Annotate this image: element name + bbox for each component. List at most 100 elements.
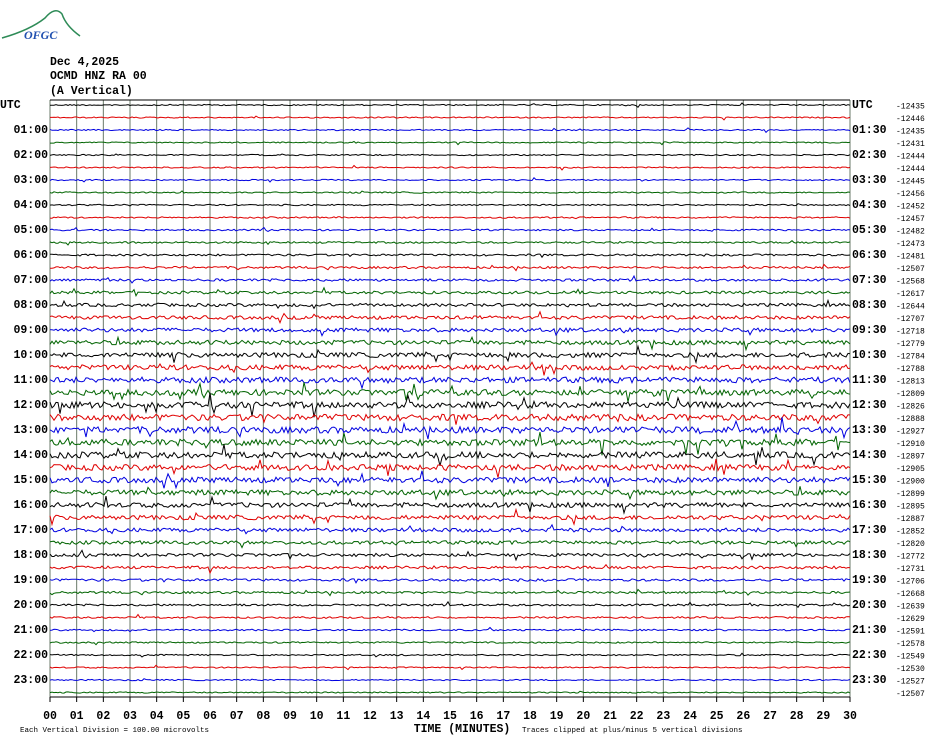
trace bbox=[49, 417, 851, 440]
trace bbox=[49, 127, 851, 134]
trace bbox=[49, 431, 851, 456]
component: (A Vertical) bbox=[50, 85, 133, 98]
trace bbox=[49, 678, 851, 682]
left-time-label: 16:00 bbox=[13, 499, 48, 512]
trace-offset: -12527 bbox=[896, 678, 925, 687]
trace bbox=[49, 164, 851, 171]
trace bbox=[49, 690, 851, 694]
trace bbox=[49, 177, 851, 183]
trace-offset: -12444 bbox=[896, 153, 925, 162]
left-time-label: 20:00 bbox=[13, 599, 48, 612]
trace-offset: -12895 bbox=[896, 503, 925, 512]
trace bbox=[49, 326, 851, 337]
right-time-label: UTC bbox=[852, 99, 873, 112]
trace bbox=[49, 298, 851, 310]
x-tick-label: 09 bbox=[283, 710, 297, 723]
clip-note: Traces clipped at plus/minus 5 vertical … bbox=[522, 727, 743, 735]
trace-offset: -12900 bbox=[896, 478, 925, 487]
trace bbox=[49, 240, 851, 246]
trace-offset: -12784 bbox=[896, 353, 925, 362]
trace bbox=[49, 664, 851, 671]
x-tick-label: 18 bbox=[523, 710, 537, 723]
trace-offset: -12826 bbox=[896, 403, 925, 412]
trace bbox=[49, 578, 851, 584]
trace-offset: -12887 bbox=[896, 515, 925, 524]
trace-offset: -12481 bbox=[896, 253, 925, 262]
left-time-label: 02:00 bbox=[13, 149, 48, 162]
trace bbox=[49, 626, 850, 633]
right-time-label: 17:30 bbox=[852, 524, 887, 537]
x-tick-label: 24 bbox=[683, 710, 697, 723]
trace bbox=[49, 413, 851, 425]
trace bbox=[50, 102, 851, 109]
trace bbox=[49, 495, 851, 515]
trace-offset: -12731 bbox=[896, 565, 925, 574]
trace-offset: -12446 bbox=[896, 115, 925, 124]
trace-offset: -12507 bbox=[896, 690, 925, 699]
trace-offset: -12905 bbox=[896, 465, 925, 474]
right-time-label: 03:30 bbox=[852, 174, 887, 187]
x-tick-label: 26 bbox=[736, 710, 750, 723]
trace bbox=[49, 458, 851, 478]
right-time-label: 22:30 bbox=[852, 649, 887, 662]
trace-offset: -12927 bbox=[896, 428, 925, 437]
trace-offset: -12910 bbox=[896, 440, 925, 449]
right-time-label: 21:30 bbox=[852, 624, 887, 637]
left-time-label: 04:00 bbox=[13, 199, 48, 212]
trace-offset: -12820 bbox=[896, 540, 925, 549]
trace bbox=[49, 286, 851, 298]
trace-offset: -12452 bbox=[896, 203, 925, 212]
right-time-label: 15:30 bbox=[852, 474, 887, 487]
left-time-label: 11:00 bbox=[13, 374, 48, 387]
trace bbox=[49, 588, 851, 597]
trace bbox=[49, 344, 851, 365]
trace bbox=[50, 115, 851, 121]
trace-offset: -12706 bbox=[896, 578, 925, 587]
trace-offset: -12435 bbox=[896, 103, 925, 112]
trace bbox=[49, 153, 851, 157]
trace bbox=[49, 375, 851, 390]
right-time-label: 01:30 bbox=[852, 124, 887, 137]
trace bbox=[49, 361, 851, 376]
left-time-label: 09:00 bbox=[13, 324, 48, 337]
trace bbox=[49, 613, 851, 620]
x-tick-label: 10 bbox=[310, 710, 324, 723]
right-time-label: 11:30 bbox=[852, 374, 887, 387]
left-time-label: 15:00 bbox=[13, 474, 48, 487]
trace-offset: -12629 bbox=[896, 615, 925, 624]
left-time-label: 08:00 bbox=[13, 299, 48, 312]
x-tick-label: 28 bbox=[790, 710, 804, 723]
trace bbox=[49, 203, 851, 207]
right-time-label: 02:30 bbox=[852, 149, 887, 162]
left-time-label: 13:00 bbox=[13, 424, 48, 437]
right-time-label: 20:30 bbox=[852, 599, 887, 612]
x-tick-label: 20 bbox=[576, 710, 590, 723]
logo: OFGC bbox=[1, 10, 81, 42]
trace-offset: -12788 bbox=[896, 365, 925, 374]
trace bbox=[49, 523, 851, 535]
right-time-label: 04:30 bbox=[852, 199, 887, 212]
trace bbox=[49, 539, 851, 549]
left-time-label: UTC bbox=[0, 99, 21, 112]
trace bbox=[49, 641, 851, 646]
left-time-label: 01:00 bbox=[13, 124, 48, 137]
x-tick-label: 07 bbox=[230, 710, 244, 723]
trace-offset: -12809 bbox=[896, 390, 925, 399]
trace-offset: -12888 bbox=[896, 415, 925, 424]
right-time-label: 14:30 bbox=[852, 449, 887, 462]
x-tick-label: 11 bbox=[336, 710, 350, 723]
left-time-label: 23:00 bbox=[13, 674, 48, 687]
trace bbox=[49, 274, 851, 284]
trace bbox=[49, 600, 851, 609]
trace bbox=[49, 444, 851, 467]
left-time-label: 06:00 bbox=[13, 249, 48, 262]
trace bbox=[49, 652, 851, 658]
trace-offset: -12473 bbox=[896, 240, 925, 249]
x-tick-label: 02 bbox=[96, 710, 110, 723]
left-time-label: 10:00 bbox=[13, 349, 48, 362]
left-time-label: 05:00 bbox=[13, 224, 48, 237]
x-tick-label: 16 bbox=[470, 710, 484, 723]
trace-offset: -12639 bbox=[896, 603, 925, 612]
x-tick-label: 15 bbox=[443, 710, 457, 723]
